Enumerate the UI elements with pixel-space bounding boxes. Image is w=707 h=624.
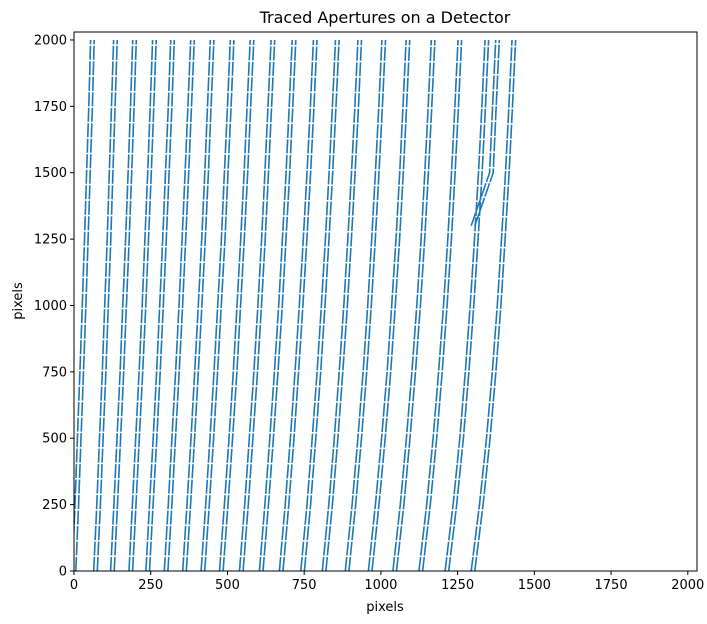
aperture-trace-6-right-edge bbox=[148, 39, 176, 571]
aperture-trace-11-left-edge bbox=[238, 39, 272, 571]
aperture-trace-4-left-edge bbox=[109, 39, 134, 571]
y-axis-ticks: 0 250 500 750 1000 1250 1500 1750 2000 bbox=[34, 33, 74, 580]
aperture-trace-17-right-edge bbox=[371, 39, 411, 571]
plot-background bbox=[74, 32, 697, 571]
x-tick-label: 0 bbox=[70, 578, 78, 593]
aperture-trace-1-left-edge bbox=[74, 39, 92, 548]
x-tick-label: 1750 bbox=[595, 578, 628, 593]
aperture-trace-12-right-edge bbox=[262, 39, 297, 571]
aperture-trace-20-left-edge bbox=[444, 39, 486, 571]
aperture-trace-14-right-edge bbox=[303, 39, 340, 571]
aperture-trace-13-right-edge bbox=[282, 39, 318, 571]
y-tick-label: 2000 bbox=[34, 33, 67, 48]
x-tick-label: 1500 bbox=[518, 578, 551, 593]
aperture-trace-17-left-edge bbox=[367, 39, 407, 571]
aperture-trace-8-left-edge bbox=[181, 39, 212, 571]
x-tick-label: 500 bbox=[215, 578, 240, 593]
aperture-trace-7-left-edge bbox=[163, 39, 192, 571]
x-tick-label: 1000 bbox=[364, 578, 397, 593]
y-tick-label: 500 bbox=[42, 432, 67, 447]
aperture-trace-5-right-edge bbox=[131, 39, 157, 571]
aperture-trace-13-left-edge bbox=[278, 39, 315, 571]
aperture-trace-7-right-edge bbox=[167, 39, 196, 571]
y-tick-label: 250 bbox=[42, 498, 67, 513]
aperture-trace-9-left-edge bbox=[200, 39, 232, 571]
aperture-trace-15-right-edge bbox=[325, 39, 363, 571]
aperture-trace-16-right-edge bbox=[348, 39, 387, 571]
aperture-trace-3-right-edge bbox=[96, 39, 118, 571]
x-tick-label: 1250 bbox=[441, 578, 474, 593]
x-tick-label: 750 bbox=[292, 578, 317, 593]
y-tick-label: 0 bbox=[59, 565, 67, 580]
y-tick-label: 750 bbox=[42, 365, 67, 380]
aperture-trace-21-right-edge bbox=[474, 39, 517, 571]
aperture-trace-2-right-edge bbox=[474, 39, 501, 227]
aperture-trace-10-right-edge bbox=[222, 39, 255, 571]
plot-area: 0 250 500 750 1000 1250 1500 1750 2000 0 250 500 75… bbox=[34, 31, 704, 593]
y-tick-label: 1750 bbox=[34, 100, 67, 115]
aperture-trace-18-right-edge bbox=[395, 39, 436, 571]
aperture-trace-10-left-edge bbox=[218, 39, 251, 571]
plot-frame bbox=[73, 31, 698, 572]
aperture-trace-3-left-edge bbox=[92, 39, 115, 571]
x-axis-title: pixels bbox=[366, 600, 404, 615]
aperture-trace-16-left-edge bbox=[344, 39, 383, 571]
y-tick-label: 1500 bbox=[34, 166, 67, 181]
aperture-trace-20-right-edge bbox=[447, 39, 490, 571]
aperture-trace-1-right-edge bbox=[75, 39, 95, 571]
aperture-trace-15-left-edge bbox=[321, 39, 359, 571]
aperture-trace-8-right-edge bbox=[185, 39, 215, 571]
aperture-trace-11-right-edge bbox=[242, 39, 276, 571]
y-axis-title: pixels bbox=[11, 282, 26, 320]
aperture-trace-19-left-edge bbox=[418, 39, 459, 571]
x-tick-label: 250 bbox=[138, 578, 163, 593]
aperture-trace-4-right-edge bbox=[113, 39, 138, 571]
aperture-trace-5-left-edge bbox=[128, 39, 154, 571]
chart-title: Traced Apertures on a Detector bbox=[259, 8, 511, 27]
aperture-traces bbox=[74, 39, 517, 571]
x-tick-label: 2000 bbox=[671, 578, 704, 593]
y-tick-label: 1000 bbox=[34, 299, 67, 314]
aperture-trace-21-left-edge bbox=[470, 39, 513, 571]
aperture-trace-14-left-edge bbox=[300, 39, 337, 571]
y-tick-label: 1250 bbox=[34, 233, 67, 248]
aperture-trace-19-right-edge bbox=[421, 39, 463, 571]
aperture-trace-6-left-edge bbox=[145, 39, 172, 571]
aperture-trace-18-left-edge bbox=[392, 39, 433, 571]
aperture-trace-12-left-edge bbox=[258, 39, 293, 571]
aperture-trace-9-right-edge bbox=[203, 39, 235, 571]
x-axis-ticks: 0 250 500 750 1000 1250 1500 1750 2000 bbox=[70, 571, 704, 593]
